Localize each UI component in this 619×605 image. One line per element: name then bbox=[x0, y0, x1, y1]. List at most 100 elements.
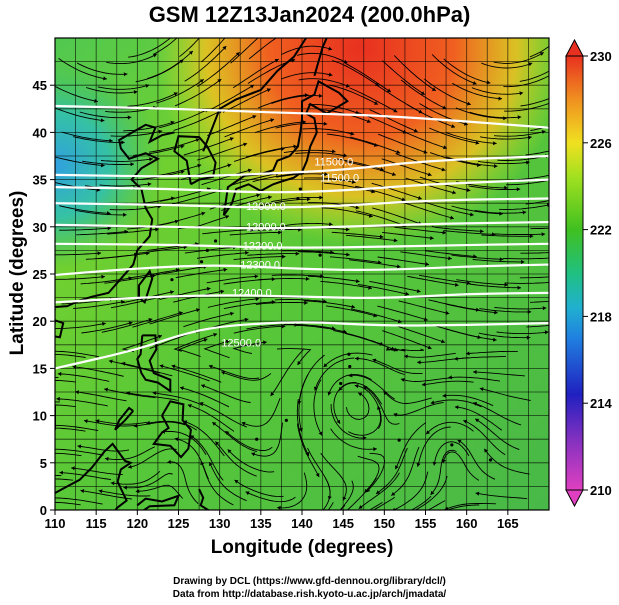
streamline bbox=[377, 256, 430, 266]
plot-area: 11500.0 11500.0 12000.0 12000.0 12200.0 12300… bbox=[2, 19, 555, 535]
streamline bbox=[410, 495, 432, 510]
streamline-arrowhead bbox=[376, 490, 381, 494]
streamline-arrowhead bbox=[223, 267, 228, 272]
streamline bbox=[345, 63, 392, 93]
x-tick-label: 125 bbox=[168, 516, 190, 531]
streamline bbox=[320, 452, 347, 501]
streamline-arrowhead bbox=[454, 356, 458, 361]
streamline bbox=[55, 350, 100, 358]
x-axis-label: Longitude (degrees) bbox=[210, 537, 394, 558]
streamline bbox=[350, 136, 401, 154]
streamline-arrowhead bbox=[77, 444, 82, 449]
streamline bbox=[430, 399, 482, 408]
streamline-arrowhead bbox=[30, 453, 34, 457]
streamline bbox=[74, 209, 127, 216]
streamline-arrowhead bbox=[250, 85, 255, 89]
contour-line bbox=[55, 197, 549, 209]
streamline-arrowhead bbox=[230, 311, 234, 316]
streamline-arrowhead bbox=[307, 197, 311, 202]
streamline-arrowhead bbox=[315, 473, 320, 477]
streamline bbox=[128, 448, 177, 468]
streamline-arrowhead bbox=[405, 291, 409, 296]
streamline-arrowhead bbox=[528, 62, 533, 67]
x-tick-label: 160 bbox=[456, 516, 478, 531]
streamline bbox=[183, 137, 234, 156]
streamline-arrowhead bbox=[247, 168, 252, 173]
streamline bbox=[303, 300, 356, 308]
streamline-arrowhead bbox=[191, 19, 195, 23]
streamline bbox=[207, 298, 260, 308]
coastline-segment bbox=[138, 269, 154, 305]
streamline-arrowhead bbox=[227, 449, 232, 454]
streamline bbox=[474, 209, 527, 214]
streamline bbox=[394, 422, 427, 470]
streamline-arrowhead bbox=[212, 422, 217, 426]
streamline bbox=[430, 449, 457, 496]
streamline bbox=[326, 305, 378, 317]
streamline-arrowhead bbox=[158, 334, 163, 339]
streamline bbox=[338, 382, 383, 405]
y-tick-label: 40 bbox=[33, 125, 47, 140]
streamline bbox=[446, 303, 498, 314]
streamline bbox=[381, 158, 432, 176]
streamline-arrowhead bbox=[473, 401, 478, 406]
contour-label: 11500.0 bbox=[314, 156, 353, 168]
streamline-arrowhead bbox=[128, 321, 133, 326]
streamline bbox=[254, 121, 307, 134]
streamline-arrowhead bbox=[551, 256, 555, 260]
streamline bbox=[503, 75, 549, 88]
streamline bbox=[173, 333, 218, 352]
streamline bbox=[332, 60, 380, 87]
streamline-arrowhead bbox=[318, 93, 323, 98]
streamline-arrowhead bbox=[425, 262, 429, 267]
streamline bbox=[133, 421, 186, 427]
streamline bbox=[493, 233, 546, 235]
streamline bbox=[431, 225, 484, 232]
streamline-arrowhead bbox=[516, 187, 521, 192]
streamline-arrowhead bbox=[466, 188, 471, 193]
streamline-arrowhead bbox=[133, 90, 138, 95]
streamline bbox=[371, 182, 422, 200]
streamline-arrowhead bbox=[200, 461, 205, 466]
streamline bbox=[477, 160, 530, 165]
streamline bbox=[55, 448, 104, 456]
streamline bbox=[257, 278, 310, 281]
streamline bbox=[465, 350, 518, 355]
x-tick-label: 135 bbox=[250, 516, 272, 531]
streamline bbox=[183, 312, 234, 328]
streamline bbox=[277, 348, 312, 366]
streamline-arrowhead bbox=[149, 157, 153, 162]
streamline-arrowhead bbox=[528, 135, 532, 140]
streamline bbox=[2, 427, 49, 448]
streamline-arrowhead bbox=[277, 505, 281, 510]
streamline-arrowhead bbox=[466, 281, 471, 286]
streamline bbox=[206, 275, 259, 284]
colorbar-tick-label: 230 bbox=[590, 49, 612, 64]
streamline bbox=[297, 251, 350, 256]
streamline bbox=[179, 386, 230, 408]
streamline-arrowhead bbox=[470, 212, 474, 217]
streamline bbox=[199, 402, 248, 428]
streamline-arrowhead bbox=[173, 92, 178, 96]
streamline-arrowhead bbox=[244, 317, 249, 322]
streamline bbox=[230, 38, 259, 64]
streamline bbox=[282, 250, 334, 253]
coastline-segment bbox=[198, 488, 210, 510]
streamline-arrowhead bbox=[225, 431, 230, 435]
streamline-arrowhead bbox=[235, 52, 240, 57]
contour-label: 11500.0 bbox=[320, 172, 359, 184]
streamline bbox=[159, 364, 210, 382]
streamline bbox=[223, 301, 276, 310]
streamline-arrowhead bbox=[108, 359, 113, 364]
streamline bbox=[368, 502, 383, 510]
streamline bbox=[154, 212, 206, 227]
streamline bbox=[493, 130, 546, 137]
streamline bbox=[382, 60, 426, 96]
streamline bbox=[382, 330, 432, 350]
streamline bbox=[472, 259, 525, 263]
streamline-arrowhead bbox=[152, 273, 156, 278]
streamline bbox=[351, 308, 402, 323]
streamline bbox=[295, 152, 348, 157]
streamline-arrowhead bbox=[147, 182, 152, 187]
streamline-arrowhead bbox=[291, 531, 295, 535]
